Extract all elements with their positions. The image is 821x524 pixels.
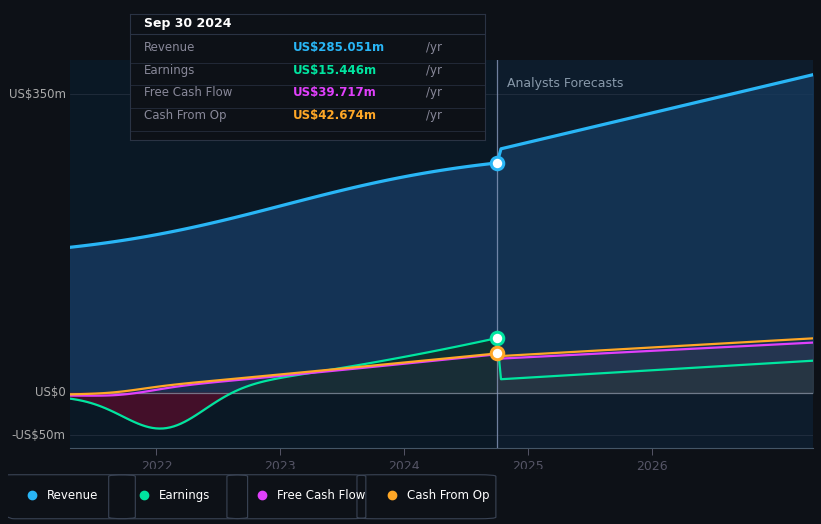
Text: Revenue: Revenue <box>144 41 195 54</box>
Text: US$350m: US$350m <box>9 88 66 101</box>
Text: Free Cash Flow: Free Cash Flow <box>144 86 232 99</box>
Text: Earnings: Earnings <box>144 63 195 77</box>
Text: Cash From Op: Cash From Op <box>407 489 489 501</box>
Text: /yr: /yr <box>426 109 443 122</box>
Text: Analysts Forecasts: Analysts Forecasts <box>507 78 623 90</box>
Text: Earnings: Earnings <box>159 489 210 501</box>
Text: US$15.446m: US$15.446m <box>293 63 378 77</box>
Text: /yr: /yr <box>426 63 443 77</box>
Text: Sep 30 2024: Sep 30 2024 <box>144 17 232 30</box>
Text: US$0: US$0 <box>35 386 66 399</box>
Bar <box>70 60 497 448</box>
Text: US$285.051m: US$285.051m <box>293 41 385 54</box>
Text: /yr: /yr <box>426 41 443 54</box>
Text: US$42.674m: US$42.674m <box>293 109 378 122</box>
Text: Free Cash Flow: Free Cash Flow <box>277 489 365 501</box>
Text: -US$50m: -US$50m <box>11 429 66 442</box>
Text: US$39.717m: US$39.717m <box>293 86 377 99</box>
Text: Past: Past <box>461 78 487 90</box>
Text: Revenue: Revenue <box>47 489 98 501</box>
Text: Cash From Op: Cash From Op <box>144 109 227 122</box>
Text: /yr: /yr <box>426 86 443 99</box>
Bar <box>497 60 813 448</box>
